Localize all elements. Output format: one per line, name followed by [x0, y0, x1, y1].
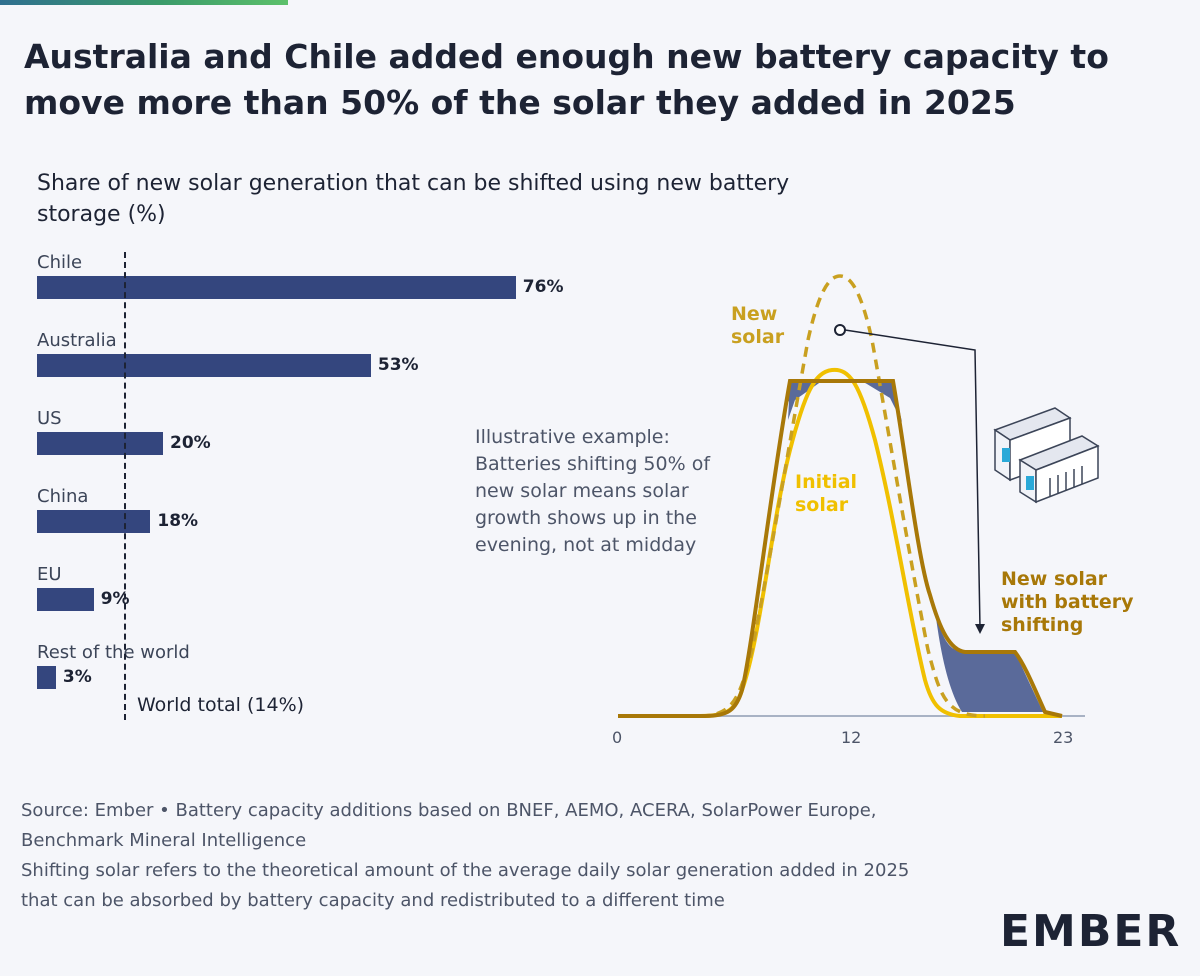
new-solar-label-line1: New	[731, 303, 778, 325]
bar-category-label: US	[37, 408, 62, 429]
callout-line	[844, 329, 981, 629]
bar-category-label: Australia	[37, 330, 117, 351]
shifted-area-evening	[935, 610, 1043, 712]
brand-accent-bar	[0, 0, 288, 5]
bar-value-label: 53%	[377, 355, 419, 375]
bar-value-label: 3%	[62, 667, 92, 687]
new-solar-curve	[699, 274, 986, 718]
callout-dot	[834, 324, 846, 336]
bar	[37, 276, 516, 299]
initial-solar-label-line1: Initial	[795, 471, 858, 493]
shifted-solar-label-line1: New solar	[1001, 568, 1108, 590]
bar	[37, 666, 56, 689]
x-tick-23: 23	[1053, 728, 1074, 747]
world-total-line	[124, 252, 126, 720]
source-line-2: Shifting solar refers to the theoretical…	[21, 860, 910, 911]
shifted-solar-label-line3: shifting	[1001, 614, 1084, 636]
initial-solar-label: Initial solar	[795, 471, 857, 517]
bar-value-label: 18%	[157, 511, 199, 531]
bar-category-label: EU	[37, 564, 62, 585]
callout-arrow	[975, 624, 985, 634]
shifted-solar-curve	[618, 379, 1063, 718]
illustrative-note: Illustrative example: Batteries shifting…	[475, 426, 711, 556]
bar-category-label: Chile	[37, 252, 83, 273]
bar	[37, 354, 371, 377]
x-tick-0: 0	[612, 728, 623, 747]
bar	[37, 432, 163, 455]
bar-value-label: 20%	[170, 433, 211, 453]
new-solar-label-line2: solar	[731, 326, 785, 348]
bar-chart-title: Share of new solar generation that can b…	[37, 171, 790, 227]
bar-value-label: 76%	[522, 277, 564, 297]
new-solar-label: New solar	[731, 303, 784, 349]
bar	[37, 588, 94, 611]
bar	[37, 510, 151, 533]
bar-category-label: Rest of the world	[37, 642, 190, 663]
bar-value-label: 9%	[100, 589, 130, 609]
world-total-label: World total (14%)	[137, 694, 305, 716]
shifted-solar-label-line2: with battery	[1001, 591, 1134, 613]
x-tick-12: 12	[841, 728, 862, 747]
ember-logo: EMBER	[1000, 906, 1182, 957]
shifted-solar-label: New solar with battery shifting	[1001, 568, 1134, 637]
chart-title: Australia and Chile added enough new bat…	[24, 37, 1109, 122]
initial-solar-label-line2: solar	[795, 494, 849, 516]
battery-icon	[993, 407, 1100, 504]
source-note: Source: Ember • Battery capacity additio…	[21, 796, 921, 916]
source-line-1: Source: Ember • Battery capacity additio…	[21, 800, 877, 851]
bar-category-label: China	[37, 486, 89, 507]
